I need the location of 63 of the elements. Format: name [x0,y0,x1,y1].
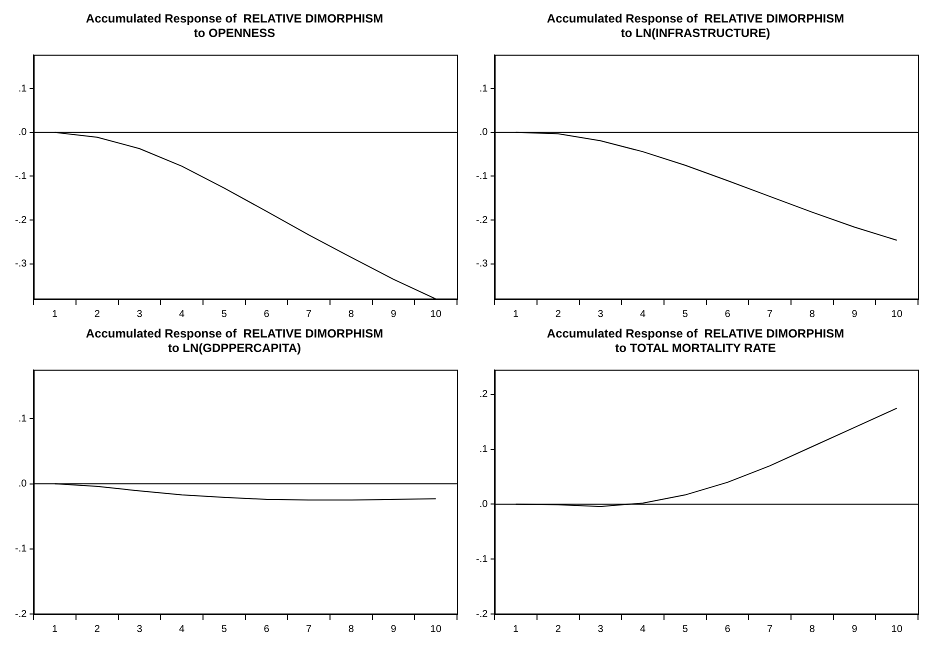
y-tick-label: .1 [18,83,28,94]
y-tick-label: .0 [18,478,28,490]
y-tick-label: -.1 [476,170,488,182]
y-tick-label: -.1 [15,544,28,555]
x-tick-label: 3 [598,624,604,635]
y-tick-label: .1 [18,413,28,424]
x-tick-label: 5 [682,624,688,635]
x-tick-label: 3 [136,624,143,635]
x-tick-label: 8 [809,624,816,635]
x-tick-label: 5 [221,308,228,320]
y-tick-label: .0 [18,127,28,138]
y-tick-label: .1 [479,83,488,94]
x-tick-label: 2 [555,624,562,635]
x-tick-label: 1 [513,624,520,635]
x-tick-label: 1 [52,624,58,635]
y-tick-label: -.2 [15,608,28,620]
x-tick-label: 8 [809,308,816,320]
x-tick-label: 8 [348,624,354,635]
x-tick-label: 6 [724,624,731,635]
x-tick-label: 6 [264,308,270,320]
x-tick-label: 7 [767,624,774,635]
x-tick-label: 2 [94,624,100,635]
y-tick-label: .1 [479,444,488,456]
chart-title: Accumulated Response of RELATIVE DIMORPHISM to LN(INFRASTRUCTURE) [546,12,844,40]
x-tick-label: 10 [430,624,442,635]
x-tick-label: 7 [767,308,774,320]
chart-title: Accumulated Response of RELATIVE DIMORPHISM to TOTAL MORTALITY RATE [546,326,844,355]
y-tick-label: .0 [479,127,488,138]
x-tick-label: 4 [640,624,646,635]
y-tick-label: .0 [479,498,488,510]
x-tick-label: 8 [348,308,354,320]
y-tick-label: -.1 [476,554,488,565]
x-tick-label: 10 [891,308,903,320]
x-tick-label: 4 [179,624,186,635]
x-tick-label: 7 [306,624,312,635]
x-tick-label: 2 [94,308,100,320]
x-tick-label: 9 [390,624,397,635]
x-tick-label: 3 [136,308,143,320]
x-tick-label: 4 [179,308,186,320]
x-tick-label: 7 [306,308,312,320]
x-tick-label: 3 [598,308,604,320]
x-tick-label: 10 [891,624,903,635]
x-tick-label: 2 [555,308,562,320]
x-tick-label: 9 [852,308,858,320]
x-tick-label: 10 [430,308,442,320]
y-tick-label: .2 [479,389,488,400]
x-tick-label: 5 [221,624,228,635]
y-tick-label: -.2 [15,214,28,226]
x-tick-label: 6 [724,308,731,320]
x-tick-label: 6 [264,624,270,635]
y-tick-label: -.3 [15,258,28,270]
x-tick-label: 5 [682,308,688,320]
chart-title: Accumulated Response of RELATIVE DIMORPHISM to OPENNESS [86,12,384,40]
chart-title: Accumulated Response of RELATIVE DIMORPHISM to LN(GDPPERCAPITA) [86,326,384,355]
x-tick-label: 4 [640,308,646,320]
x-tick-label: 1 [52,308,58,320]
x-tick-label: 1 [513,308,520,320]
x-tick-label: 9 [852,624,858,635]
y-tick-label: -.1 [15,170,28,182]
y-tick-label: -.2 [476,608,488,620]
y-tick-label: -.2 [476,214,488,226]
y-tick-label: -.3 [476,258,488,270]
x-tick-label: 9 [390,308,397,320]
